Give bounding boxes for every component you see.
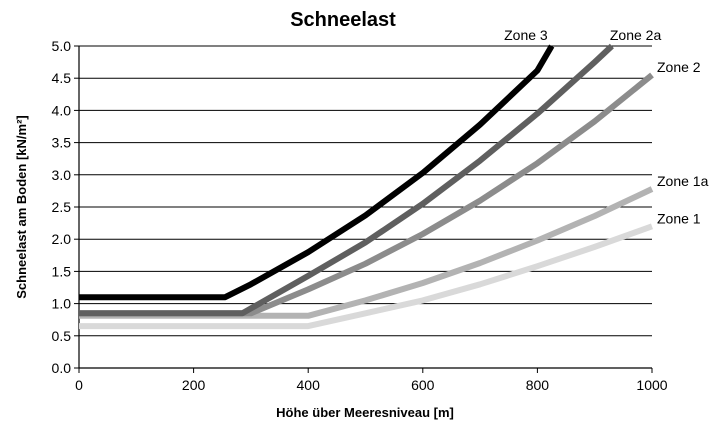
x-tick-label: 1000 (636, 377, 667, 393)
series-line-zone-1a (79, 186, 654, 319)
y-axis-label: Schneelast am Boden [kN/m²] (14, 115, 29, 299)
y-tick-label: 4.0 (52, 102, 72, 118)
series-lines (79, 43, 654, 330)
y-tick-label: 0.5 (52, 328, 72, 344)
series-label-zone-2: Zone 2 (657, 59, 701, 75)
series-line-zone-2a (79, 43, 614, 317)
series-line-zone-1 (79, 223, 654, 330)
x-tick-label: 200 (182, 377, 206, 393)
series-line-zone-3 (79, 44, 555, 301)
gridlines (79, 45, 652, 337)
axes (74, 45, 653, 373)
series-label-zone-1: Zone 1 (657, 210, 701, 226)
y-tick-label: 2.0 (52, 231, 72, 247)
y-tick-label: 3.0 (52, 167, 72, 183)
x-tick-label: 800 (526, 377, 550, 393)
x-tick-labels: 0 200 400 600 800 1000 (75, 377, 668, 393)
series-label-zone-1a: Zone 1a (657, 173, 709, 189)
y-tick-label: 3.5 (52, 135, 72, 151)
x-tick-label: 0 (75, 377, 83, 393)
y-tick-label: 0.0 (52, 360, 72, 376)
y-tick-labels: 0.0 0.5 1.0 1.5 2.0 2.5 3.0 3.5 4.0 4.5 5.0 (52, 38, 72, 376)
series-labels: Zone 1 Zone 1a Zone 2 Zone 2a Zone 3 (504, 27, 708, 226)
y-tick-label: 1.5 (52, 263, 72, 279)
series-line-zone-2 (79, 72, 654, 317)
x-tick-label: 600 (411, 377, 435, 393)
series-label-zone-2a: Zone 2a (610, 27, 662, 43)
y-tick-label: 5.0 (52, 38, 72, 54)
y-tick-label: 2.5 (52, 199, 72, 215)
y-tick-label: 1.0 (52, 296, 72, 312)
series-label-zone-3: Zone 3 (504, 27, 548, 43)
y-tick-label: 4.5 (52, 70, 72, 86)
chart-title: Schneelast (290, 9, 396, 31)
x-tick-label: 400 (297, 377, 321, 393)
x-axis-label: Höhe über Meeresniveau [m] (276, 405, 454, 420)
